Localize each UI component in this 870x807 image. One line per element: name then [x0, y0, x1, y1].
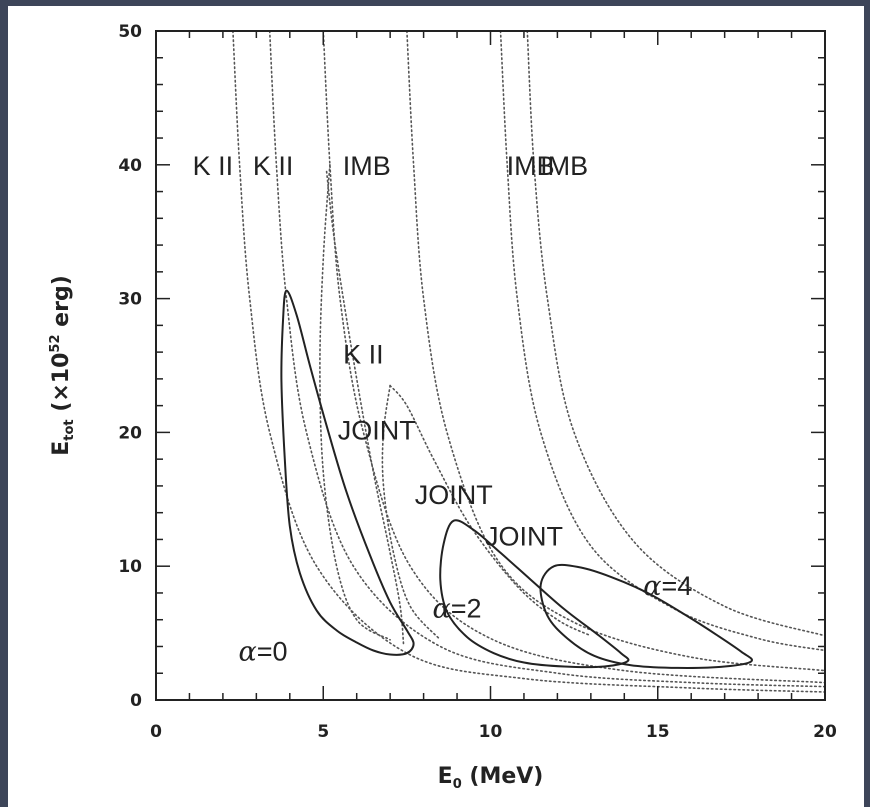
- x-axis-title: E0 (MeV): [438, 764, 544, 792]
- y-tick-label: 40: [118, 156, 142, 176]
- detector-label: K II: [343, 339, 384, 369]
- dotted-curve-2: [322, 31, 825, 684]
- dotted-curve-1: [268, 31, 825, 688]
- x-tick-label: 15: [646, 722, 670, 742]
- y-tick-label: 20: [118, 423, 142, 443]
- dotted-curve-7: [319, 164, 391, 641]
- y-tick-label: 10: [118, 557, 142, 577]
- contour-1: [439, 519, 630, 669]
- axis-ticks: [155, 30, 826, 701]
- confidence-contours: [280, 289, 754, 669]
- detector-label: IMB: [507, 151, 555, 181]
- dotted-curve-4: [499, 31, 825, 652]
- detector-label: JOINT: [338, 416, 416, 446]
- detector-label: JOINT: [485, 521, 563, 551]
- plot-frame: [155, 30, 826, 701]
- y-tick-label: 50: [118, 22, 142, 42]
- dotted-curve-8: [389, 384, 592, 637]
- x-tick-label: 10: [479, 722, 503, 742]
- contour-2: [539, 563, 754, 669]
- detector-label: IMB: [343, 151, 391, 181]
- y-axis-title: Etot (×1052 erg): [48, 275, 77, 456]
- detector-label: JOINT: [415, 480, 493, 510]
- dotted-curves: [232, 31, 825, 693]
- alpha-label: α=4: [643, 571, 692, 602]
- dotted-curve-6: [325, 170, 405, 645]
- alpha-label: α=0: [239, 636, 288, 667]
- detector-label: K II: [193, 151, 234, 181]
- y-tick-label: 0: [130, 691, 142, 711]
- y-tick-label: 30: [118, 290, 142, 310]
- detector-label: IMB: [540, 151, 588, 181]
- dotted-curve-5: [526, 31, 825, 637]
- x-tick-label: 20: [813, 722, 837, 742]
- dotted-curve-3: [406, 31, 825, 672]
- x-tick-label: 5: [317, 722, 329, 742]
- tick-labels: 0 5 10 15 20 0 10 20 30 40 50: [118, 22, 837, 742]
- contour-0: [280, 289, 415, 656]
- dotted-curve-9: [381, 384, 442, 641]
- dotted-curve-0: [232, 31, 825, 693]
- alpha-label: α=2: [433, 594, 482, 625]
- figure-panel: 0 5 10 15 20 0 10 20 30 40 50 K II K II IMB IMB IMB K I…: [8, 6, 864, 807]
- x-tick-label: 0: [150, 722, 162, 742]
- detector-label: K II: [253, 151, 294, 181]
